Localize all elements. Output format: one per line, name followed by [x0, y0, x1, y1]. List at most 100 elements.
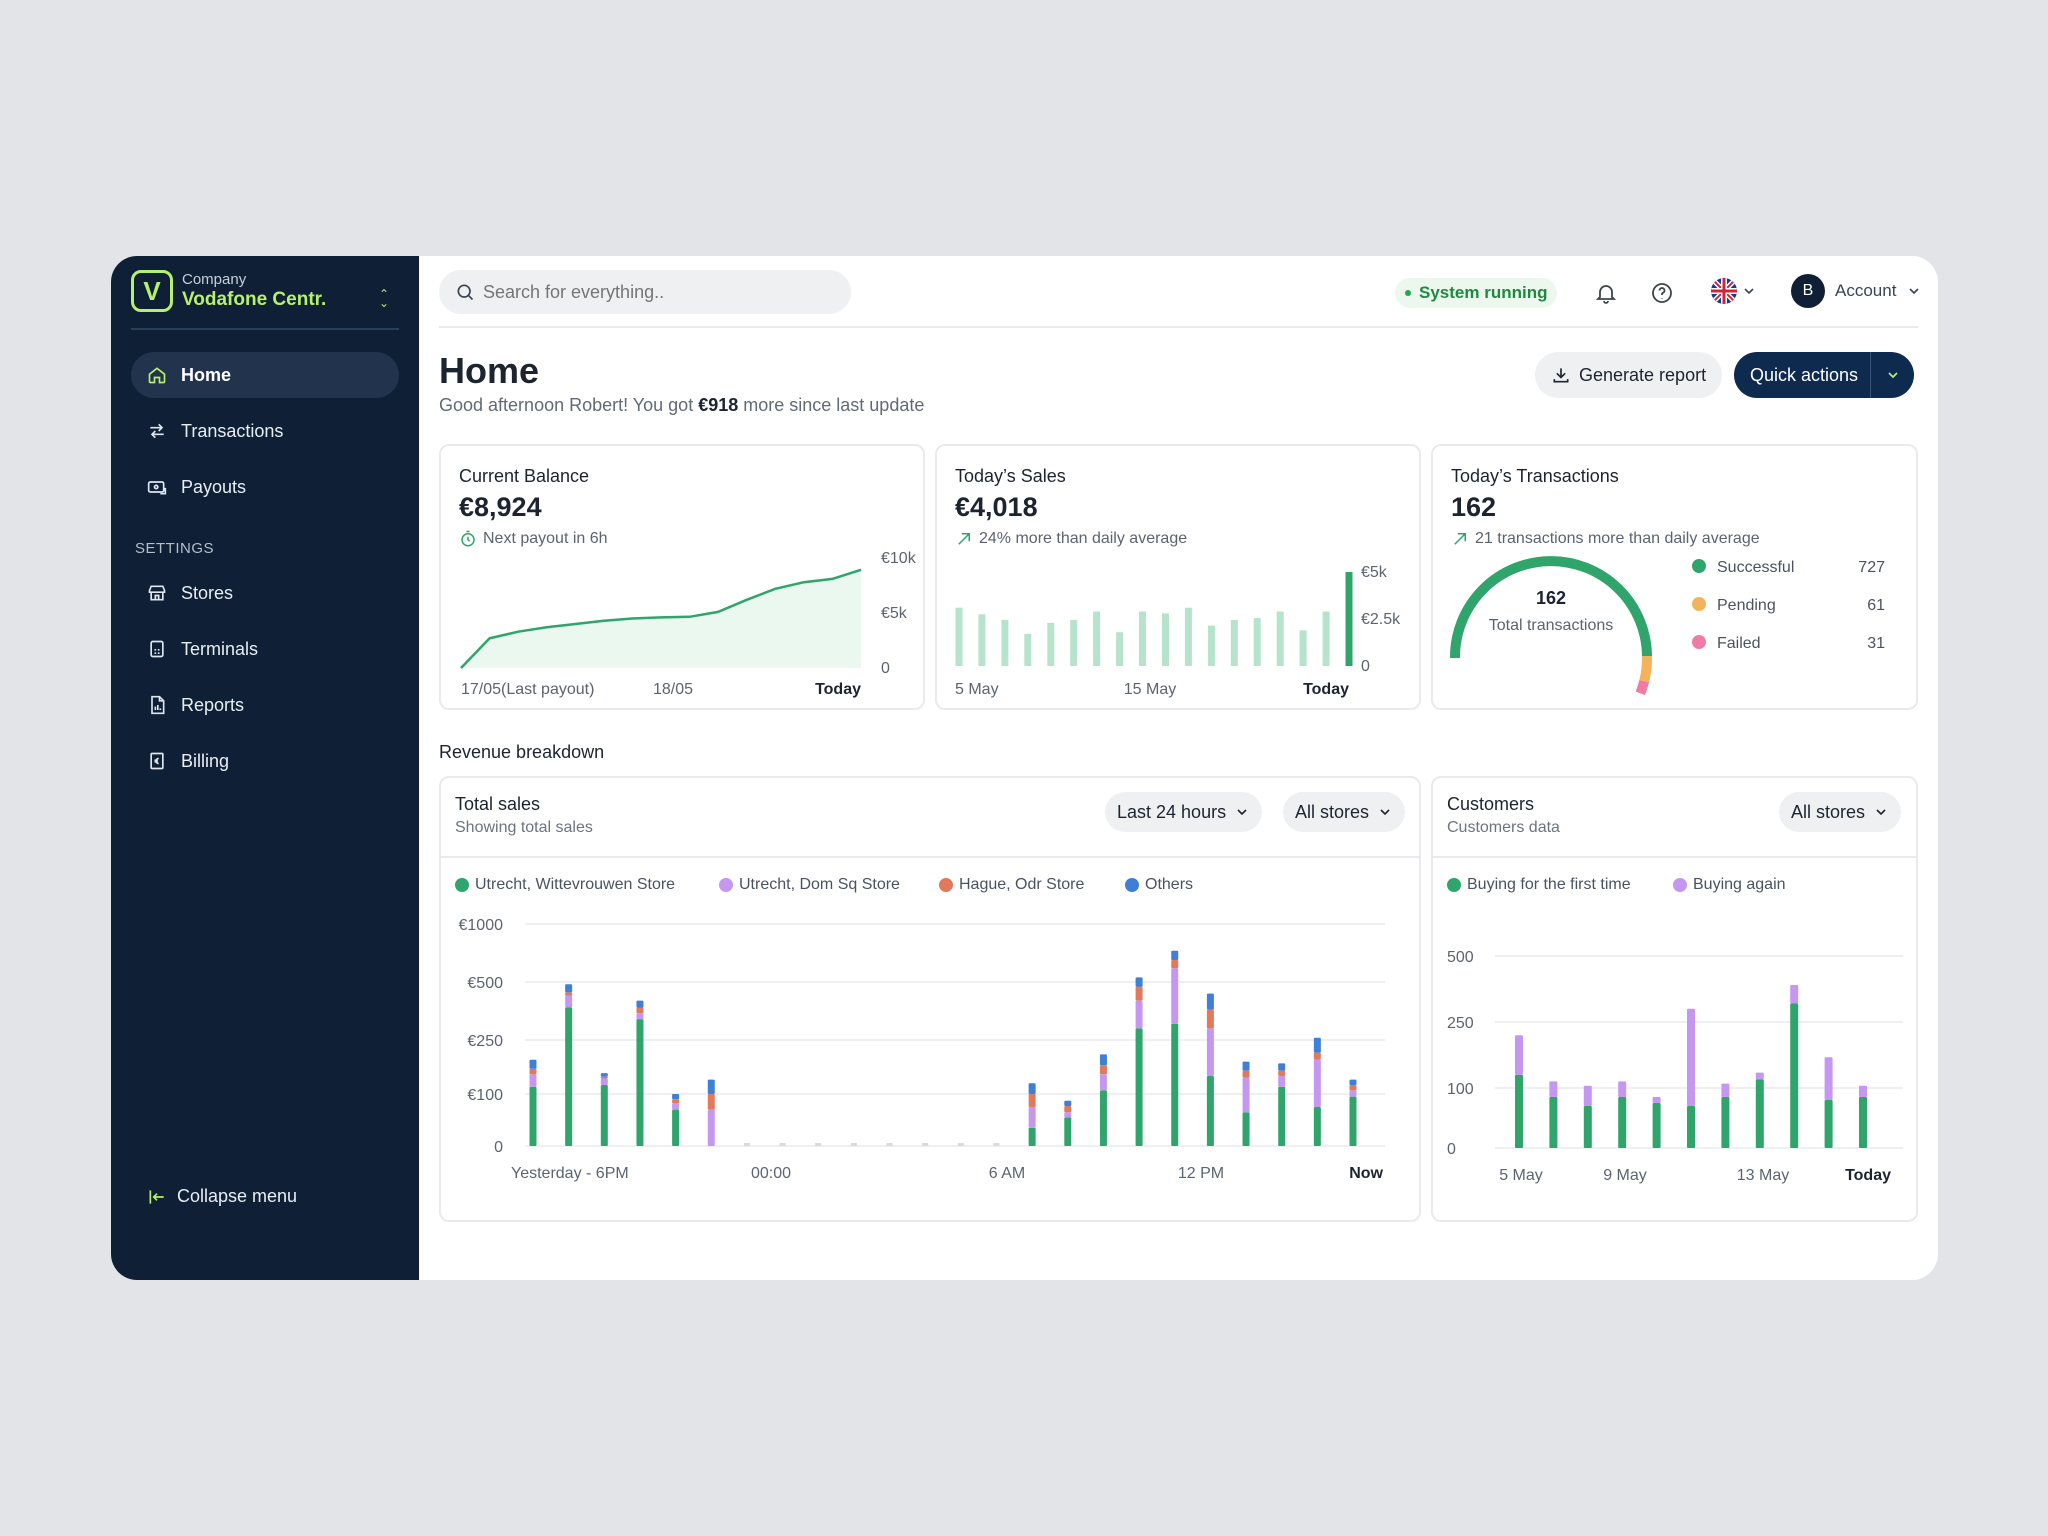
bar-segment: [1859, 1097, 1867, 1148]
x-tick-label: Today: [1303, 681, 1349, 698]
card-subtitle: 24% more than daily average: [955, 530, 1187, 548]
uk-flag-icon: [1711, 278, 1737, 304]
bar-segment: [1278, 1086, 1286, 1146]
empty-bar: [850, 1143, 857, 1146]
timer-icon: [461, 530, 475, 547]
sidebar-item-transactions[interactable]: Transactions: [131, 408, 399, 454]
legend-swatch: [1692, 597, 1706, 611]
greeting-suffix: more since last update: [738, 395, 925, 415]
time-range-select[interactable]: Last 24 hours: [1105, 792, 1263, 832]
company-logo-icon: V: [131, 270, 173, 312]
help-icon: [1652, 283, 1672, 303]
x-tick-label: 9 May: [1603, 1167, 1647, 1184]
store-select-value: All stores: [1791, 801, 1866, 822]
gauge-value: 162: [1536, 588, 1566, 608]
y-tick-label: €250: [467, 1033, 503, 1050]
card-value: €8,924: [459, 492, 542, 522]
gauge-label: Total transactions: [1489, 617, 1614, 634]
quick-actions-label: Quick actions: [1750, 364, 1859, 385]
language-selector[interactable]: [1711, 278, 1757, 304]
x-tick-label: 13 May: [1737, 1167, 1789, 1184]
sidebar-item-payouts[interactable]: Payouts: [131, 464, 399, 510]
sidebar-item-billing[interactable]: Billing: [131, 738, 399, 784]
bar-segment: [1028, 1127, 1036, 1146]
x-tick-label: 6 AM: [989, 1165, 1025, 1182]
sidebar-item-label: Home: [181, 364, 232, 385]
bar-segment: [1721, 1097, 1730, 1148]
chevron-down-icon: [1909, 288, 1920, 295]
status-text: System running: [1419, 283, 1548, 302]
legend-label: Successful: [1717, 559, 1794, 576]
quick-actions-button[interactable]: Quick actions: [1734, 352, 1915, 398]
sales-bar: [955, 607, 963, 666]
sales-bar: [978, 614, 986, 666]
bar-segment: [529, 1074, 537, 1087]
y-tick-label: €5k: [881, 605, 908, 622]
sidebar-item-terminals[interactable]: Terminals: [131, 626, 399, 672]
legend-label: Buying for the first time: [1467, 876, 1631, 893]
bar-segment: [1135, 1028, 1143, 1146]
bar-segment: [565, 992, 573, 996]
search-input[interactable]: [483, 281, 823, 303]
x-tick-label: Now: [1349, 1165, 1383, 1182]
todays-transactions-card: Today’s Transactions 162 21 transactions…: [1431, 444, 1918, 710]
arrows-icon: [150, 423, 164, 439]
notifications-button[interactable]: [1591, 278, 1621, 308]
sidebar-item-stores[interactable]: Stores: [131, 570, 399, 616]
bar-segment: [1135, 986, 1143, 1001]
bar-segment: [1313, 1037, 1321, 1053]
legend-label: Failed: [1717, 635, 1761, 652]
sidebar-item-label: Payouts: [181, 476, 247, 497]
chevron-down-icon: [1744, 288, 1754, 295]
sidebar-item-reports[interactable]: Reports: [131, 682, 399, 728]
account-menu[interactable]: B Account: [1791, 274, 1922, 308]
card-subtitle-text: Next payout in 6h: [483, 530, 608, 547]
y-tick-label: €100: [467, 1087, 503, 1104]
todays-sales-card: Today’s Sales €4,018 24% more than daily…: [935, 444, 1421, 710]
bar-segment: [1171, 1023, 1179, 1146]
x-tick-label: 17/05(Last payout): [461, 681, 594, 698]
x-tick-label: Today: [1845, 1167, 1891, 1184]
empty-bar: [957, 1143, 964, 1146]
sidebar-item-label: Transactions: [181, 420, 284, 441]
bar-segment: [1171, 950, 1179, 960]
current-balance-card: Current Balance €8,924 Next payout in 6h…: [439, 444, 925, 710]
bar-segment: [636, 1007, 644, 1014]
bar-segment: [1755, 1079, 1764, 1148]
legend-label: Utrecht, Wittevrouwen Store: [475, 876, 676, 893]
search-bar[interactable]: [439, 270, 851, 314]
gauge-segment-pending: [1639, 656, 1653, 683]
bar-segment: [1313, 1107, 1321, 1146]
generate-report-button[interactable]: Generate report: [1535, 352, 1723, 398]
bar-segment: [600, 1076, 608, 1079]
bar-segment: [1755, 1072, 1764, 1080]
avatar: B: [1791, 274, 1825, 308]
bell-icon: [1595, 285, 1617, 304]
help-button[interactable]: [1647, 278, 1677, 308]
collapse-menu-button[interactable]: Collapse menu: [147, 1186, 297, 1207]
bar-segment: [672, 1099, 680, 1104]
company-switcher[interactable]: V Company Vodafone Centr. ⌃ ⌄: [131, 270, 399, 330]
store-select[interactable]: All stores: [1283, 792, 1406, 832]
x-tick-label: 5 May: [1499, 1167, 1543, 1184]
quick-actions-dropdown[interactable]: [1870, 352, 1914, 398]
legend-swatch: [719, 878, 733, 892]
bar-segment: [672, 1103, 680, 1110]
bar-segment: [1242, 1112, 1250, 1146]
sidebar-item-home[interactable]: Home: [131, 352, 399, 398]
bar-segment: [1618, 1097, 1627, 1148]
sales-bar: [1253, 618, 1261, 666]
bar-segment: [1135, 1000, 1143, 1029]
store-select[interactable]: All stores: [1779, 792, 1902, 832]
collapse-icon: [149, 1189, 164, 1204]
bar-segment: [1278, 1070, 1286, 1076]
sidebar-item-label: Billing: [181, 750, 230, 771]
transactions-gauge-chart: 162 Total transactions Successful 727 Pendin…: [1449, 556, 1885, 696]
bar-segment: [1652, 1097, 1661, 1103]
bar-segment: [1099, 1074, 1107, 1091]
bar-segment: [1824, 1057, 1833, 1100]
legend-swatch: [1673, 878, 1687, 892]
bar-segment: [1028, 1083, 1036, 1094]
sales-bar: [1322, 611, 1330, 666]
payout-icon: [147, 481, 167, 495]
